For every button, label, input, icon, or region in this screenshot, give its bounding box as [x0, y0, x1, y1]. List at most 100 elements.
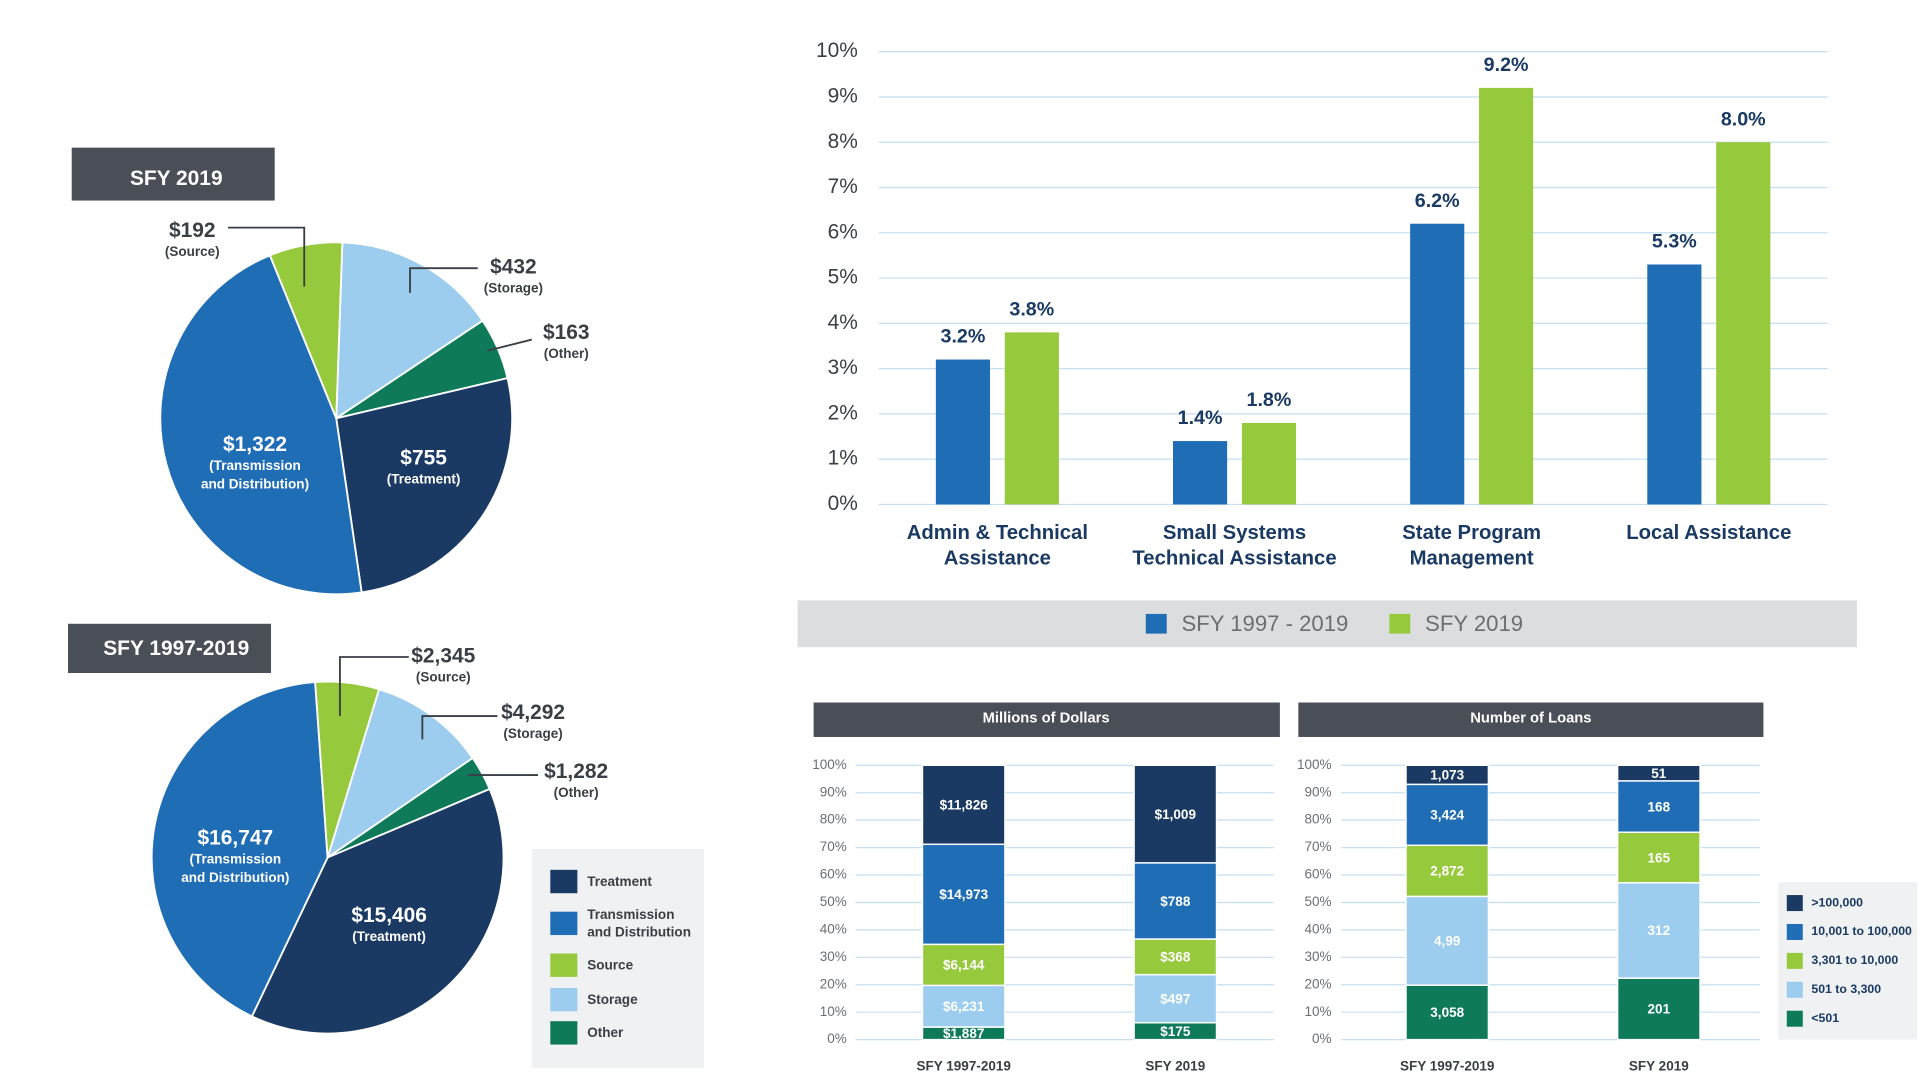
y-tick-label: 0% — [1312, 1031, 1332, 1046]
pie-title-box — [71, 147, 275, 201]
bar — [1647, 264, 1702, 505]
leader-line — [227, 226, 306, 287]
segment-label: 3,058 — [1430, 1005, 1464, 1020]
slice-label: (Storage) — [484, 281, 543, 296]
segment-label: $368 — [1160, 950, 1191, 965]
segment-label: $497 — [1160, 991, 1190, 1006]
y-tick-label: 90% — [1304, 784, 1331, 799]
stack-segment — [1133, 938, 1218, 976]
legend-swatch — [1145, 613, 1167, 634]
legend-swatch — [1389, 613, 1411, 634]
segment-label: $6,144 — [943, 958, 985, 973]
y-tick-label: 10% — [820, 1004, 847, 1019]
slice-label: and Distribution) — [201, 476, 309, 491]
slice-label: (Storage) — [503, 726, 562, 741]
legend-label: Source — [587, 958, 634, 974]
bar — [1716, 142, 1771, 505]
legend-swatch — [1786, 923, 1803, 940]
y-tick-label: 9% — [828, 84, 858, 107]
x-tick-label-box: Admin & Technical Assistance — [906, 521, 1088, 570]
segment-label: 4,99 — [1434, 934, 1461, 949]
y-tick-label: 10% — [1304, 1004, 1331, 1019]
x-tick-label: Admin & Technical Assistance — [906, 521, 1088, 570]
segment-label: 165 — [1648, 850, 1671, 865]
bar-legend-box — [797, 600, 1857, 648]
y-tick-label: 1% — [828, 447, 858, 470]
y-tick-label: 50% — [1304, 894, 1331, 909]
stack-segment — [1405, 844, 1490, 898]
pie-title-box — [68, 623, 272, 673]
legend-label: 10,001 to 100,000 — [1811, 924, 1912, 938]
y-tick-label: 100% — [812, 757, 847, 772]
legend-label: 3,301 to 10,000 — [1811, 953, 1898, 967]
slice-label: (Transmission — [190, 852, 282, 867]
y-tick-label: 30% — [820, 949, 847, 964]
slice-value-label: $755 — [400, 446, 447, 469]
x-tick-label: SFY 2019 — [1145, 1058, 1205, 1073]
stack-title: Millions of Dollars — [983, 710, 1110, 726]
slice-value-label: $163 — [543, 321, 590, 344]
y-tick-label: 70% — [1304, 839, 1331, 854]
stack-segment — [1616, 881, 1701, 979]
legend-label: SFY 2019 — [1425, 611, 1523, 636]
stack-title-box — [813, 702, 1280, 737]
pie-slice — [314, 680, 381, 858]
stack-segment — [921, 984, 1006, 1028]
legend-swatch — [1786, 895, 1803, 912]
slice-value-label: $432 — [490, 256, 537, 279]
stack-segment — [1405, 984, 1490, 1041]
stack-segment — [1133, 973, 1218, 1024]
bar — [1004, 332, 1059, 505]
legend-label: Treatment — [587, 874, 652, 890]
legend-swatch — [550, 869, 578, 894]
bar-value-label: 9.2% — [1484, 54, 1529, 76]
bar-value-label: 3.2% — [941, 326, 986, 348]
y-tick-label: 5% — [828, 266, 858, 289]
x-tick-label: SFY 1997-2019 — [916, 1058, 1011, 1073]
y-tick-label: 50% — [820, 894, 847, 909]
y-tick-label: 6% — [828, 220, 858, 243]
pie-title: SFY 2019 — [130, 167, 223, 190]
legend-swatch — [1786, 981, 1803, 998]
bar — [1173, 441, 1228, 505]
y-tick-label: 60% — [1304, 867, 1331, 882]
segment-label: 51 — [1651, 766, 1667, 781]
segment-label: $11,826 — [940, 798, 989, 813]
stack-segment — [1133, 764, 1218, 864]
stack-segment — [1616, 831, 1701, 884]
stack-title: Number of Loans — [1470, 710, 1591, 726]
legend-swatch — [550, 987, 578, 1012]
segment-label: $175 — [1160, 1024, 1191, 1039]
x-tick-label-box: Local Assistance — [1626, 521, 1792, 544]
x-tick-label: Local Assistance — [1626, 521, 1792, 544]
pie-slice — [159, 254, 363, 596]
x-tick-label: SFY 1997-2019 — [1400, 1058, 1495, 1073]
slice-label: (Source) — [416, 669, 471, 684]
pie-title: SFY 1997-2019 — [103, 637, 249, 660]
slice-value-label: $15,406 — [351, 904, 427, 927]
legend-swatch — [550, 953, 578, 977]
stack-segment — [1405, 783, 1490, 847]
bar — [935, 359, 990, 505]
stack-segment — [921, 843, 1006, 946]
y-tick-label: 70% — [820, 839, 847, 854]
slice-value-label: $1,282 — [544, 760, 608, 783]
y-tick-label: 40% — [820, 921, 847, 936]
y-tick-label: 8% — [828, 130, 858, 153]
legend-label: Storage — [587, 992, 638, 1008]
stack-segment — [921, 764, 1006, 846]
legend-label-box: Source — [587, 958, 634, 974]
legend-label: >100,000 — [1811, 895, 1863, 909]
slice-value-label: $16,747 — [198, 827, 274, 850]
stack-segment — [1616, 780, 1701, 833]
slice-label: (Other) — [544, 346, 589, 361]
segment-label: $1,009 — [1155, 807, 1197, 822]
leader-line — [338, 656, 409, 717]
leader-line — [409, 267, 478, 293]
legend-label-box: Transmission and Distribution — [587, 908, 691, 940]
pie-slice — [268, 241, 344, 419]
y-tick-label: 80% — [1304, 812, 1331, 827]
y-tick-label: 7% — [828, 175, 858, 198]
slice-label: and Distribution) — [181, 870, 289, 885]
